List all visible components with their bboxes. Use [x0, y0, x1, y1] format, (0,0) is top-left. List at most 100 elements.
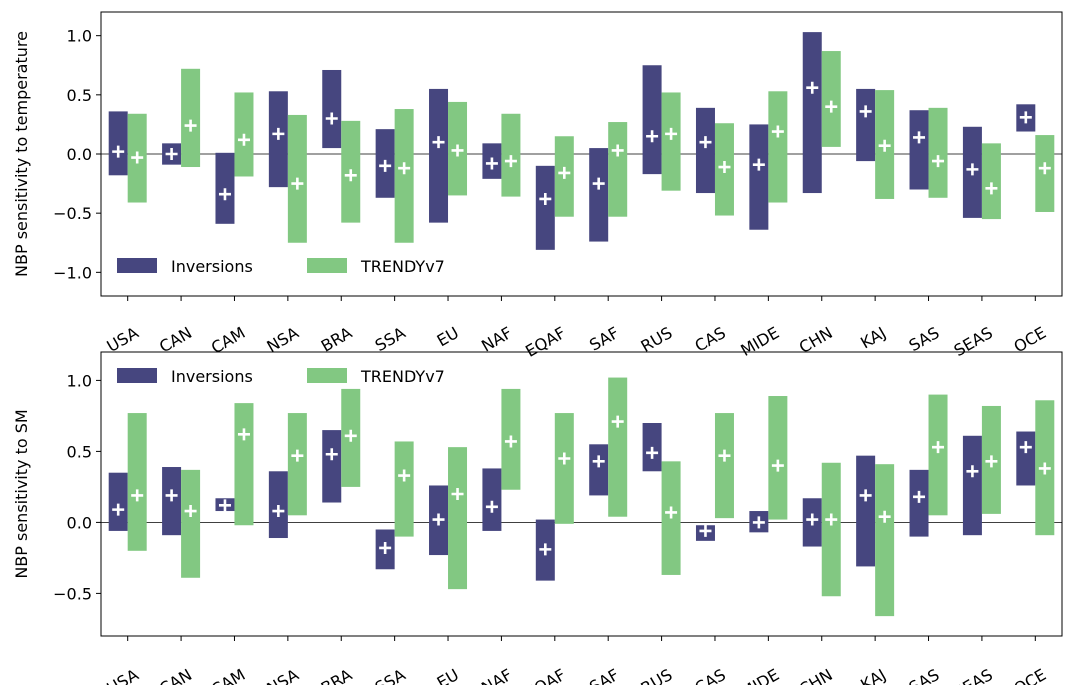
- y-tick-label: −0.5: [53, 584, 92, 603]
- trendy-range-bar-saf: [608, 377, 628, 517]
- inversions-mean-marker-cas: [699, 136, 712, 149]
- legend-swatch-trendy: [307, 368, 347, 383]
- y-tick-label: 0.5: [67, 86, 92, 105]
- trendy-mean-marker-eqaf: [558, 166, 571, 179]
- x-tick-label-eqaf: EQAF: [522, 323, 569, 361]
- x-tick-label-naf: NAF: [478, 323, 515, 356]
- trendy-mean-marker-cas: [718, 449, 731, 462]
- trendy-mean-marker-seas: [985, 182, 998, 195]
- x-tick-label-eu: EU: [434, 323, 462, 350]
- trendy-range-bar-ssa: [394, 441, 414, 537]
- inversions-range-bar-usa: [108, 111, 128, 176]
- inversions-range-bar-kaj: [856, 455, 876, 567]
- inversions-mean-marker-seas: [966, 163, 979, 176]
- trendy-range-bar-kaj: [875, 464, 895, 617]
- x-tick-label-cas: CAS: [692, 665, 729, 685]
- inversions-range-bar-saf: [589, 148, 609, 242]
- trendy-mean-marker-ssa: [398, 469, 411, 482]
- trendy-range-bar-cas: [714, 413, 734, 519]
- inversions-range-bar-eu: [429, 88, 449, 223]
- x-tick-label-sas: SAS: [906, 665, 943, 685]
- x-tick-label-kaj: KAJ: [857, 323, 889, 352]
- inversions-range-bar-cas: [695, 107, 715, 194]
- x-tick-label-rus: RUS: [638, 323, 676, 356]
- x-tick-label-usa: USA: [104, 665, 142, 685]
- y-tick-label: −1.0: [53, 263, 92, 282]
- legend-label-trendy: TRENDYv7: [360, 257, 445, 276]
- trendy-range-bar-mide: [768, 91, 788, 203]
- inversions-range-bar-seas: [962, 435, 982, 536]
- inversions-range-bar-rus: [642, 65, 662, 175]
- inversions-range-bar-bra: [322, 69, 342, 149]
- trendy-mean-marker-rus: [665, 506, 678, 519]
- trendy-mean-marker-naf: [504, 435, 517, 448]
- trendy-range-bar-usa: [127, 413, 147, 551]
- x-tick-label-can: CAN: [156, 665, 195, 685]
- trendy-range-bar-mide: [768, 396, 788, 520]
- x-tick-label-ssa: SSA: [372, 665, 409, 685]
- inversions-mean-marker-oce: [1019, 441, 1032, 454]
- trendy-mean-marker-sas: [932, 155, 945, 168]
- trendy-mean-marker-kaj: [878, 139, 891, 152]
- inversions-mean-marker-saf: [592, 455, 605, 468]
- inversions-mean-marker-nsa: [272, 505, 285, 518]
- trendy-mean-marker-bra: [344, 169, 357, 182]
- trendy-range-bar-ssa: [394, 109, 414, 243]
- x-tick-label-nsa: NSA: [263, 323, 301, 356]
- trendy-mean-marker-rus: [665, 127, 678, 140]
- trendy-range-bar-sas: [928, 394, 948, 516]
- inversions-mean-marker-can: [165, 148, 178, 160]
- trendy-mean-marker-sas: [932, 441, 945, 454]
- soil-moisture-sensitivity-panel: −0.5 0.0 0.5 1.0 USA CAN CAM NSA BRA SSA EU NAF EQAF…: [12, 351, 1063, 685]
- x-tick-label-eqaf: EQAF: [522, 665, 569, 685]
- trendy-mean-marker-nsa: [291, 177, 304, 190]
- y-axis-label: NBP sensitivity to SM: [12, 409, 31, 578]
- inversions-mean-marker-mide: [752, 158, 765, 171]
- trendy-range-bar-eu: [448, 447, 468, 590]
- y-tick-label: 1.0: [67, 371, 92, 390]
- y-tick-label: 1.0: [67, 27, 92, 46]
- trendy-range-bar-sas: [928, 107, 948, 198]
- x-tick-label-mide: MIDE: [737, 665, 782, 685]
- inversions-mean-marker-eqaf: [539, 192, 552, 205]
- inversions-mean-marker-cam: [218, 499, 231, 512]
- y-tick-label: 0.0: [67, 513, 92, 532]
- trendy-mean-marker-eu: [451, 144, 464, 157]
- inversions-mean-marker-cas: [699, 524, 712, 537]
- trendy-range-bar-can: [181, 68, 201, 168]
- x-tick-label-rus: RUS: [638, 665, 676, 685]
- x-tick-label-eu: EU: [434, 665, 462, 685]
- trendy-mean-marker-ssa: [398, 162, 411, 175]
- inversions-range-bar-mide: [749, 124, 769, 230]
- inversions-mean-marker-sas: [913, 131, 926, 144]
- inversions-range-bar-saf: [589, 444, 609, 496]
- y-axis-label: NBP sensitivity to temperature: [12, 31, 31, 277]
- axes-frame: [100, 351, 1063, 637]
- inversions-range-bar-bra: [322, 430, 342, 503]
- inversions-mean-marker-chn: [806, 81, 819, 94]
- legend-swatch-inversions: [117, 258, 157, 273]
- inversions-mean-marker-mide: [752, 516, 765, 529]
- inversions-mean-marker-cam: [218, 188, 231, 201]
- inversions-mean-marker-eu: [432, 136, 445, 149]
- trendy-mean-marker-mide: [771, 125, 784, 138]
- inversions-mean-marker-eu: [432, 513, 445, 526]
- inversions-mean-marker-seas: [966, 465, 979, 478]
- x-tick-label-seas: SEAS: [951, 323, 996, 360]
- trendy-range-bar-nsa: [287, 413, 307, 516]
- inversions-mean-marker-bra: [325, 448, 338, 461]
- legend-swatch-inversions: [117, 368, 157, 383]
- trendy-mean-marker-seas: [985, 455, 998, 468]
- x-tick-label-bra: BRA: [318, 665, 356, 685]
- trendy-mean-marker-saf: [611, 144, 624, 157]
- x-tick-label-sas: SAS: [906, 323, 943, 355]
- trendy-mean-marker-chn: [825, 100, 838, 113]
- trendy-mean-marker-can: [184, 505, 197, 518]
- inversions-mean-marker-saf: [592, 177, 605, 190]
- trendy-mean-marker-oce: [1038, 162, 1051, 175]
- trendy-mean-marker-usa: [131, 489, 144, 502]
- trendy-range-bar-saf: [608, 122, 628, 217]
- inversions-mean-marker-naf: [485, 157, 498, 170]
